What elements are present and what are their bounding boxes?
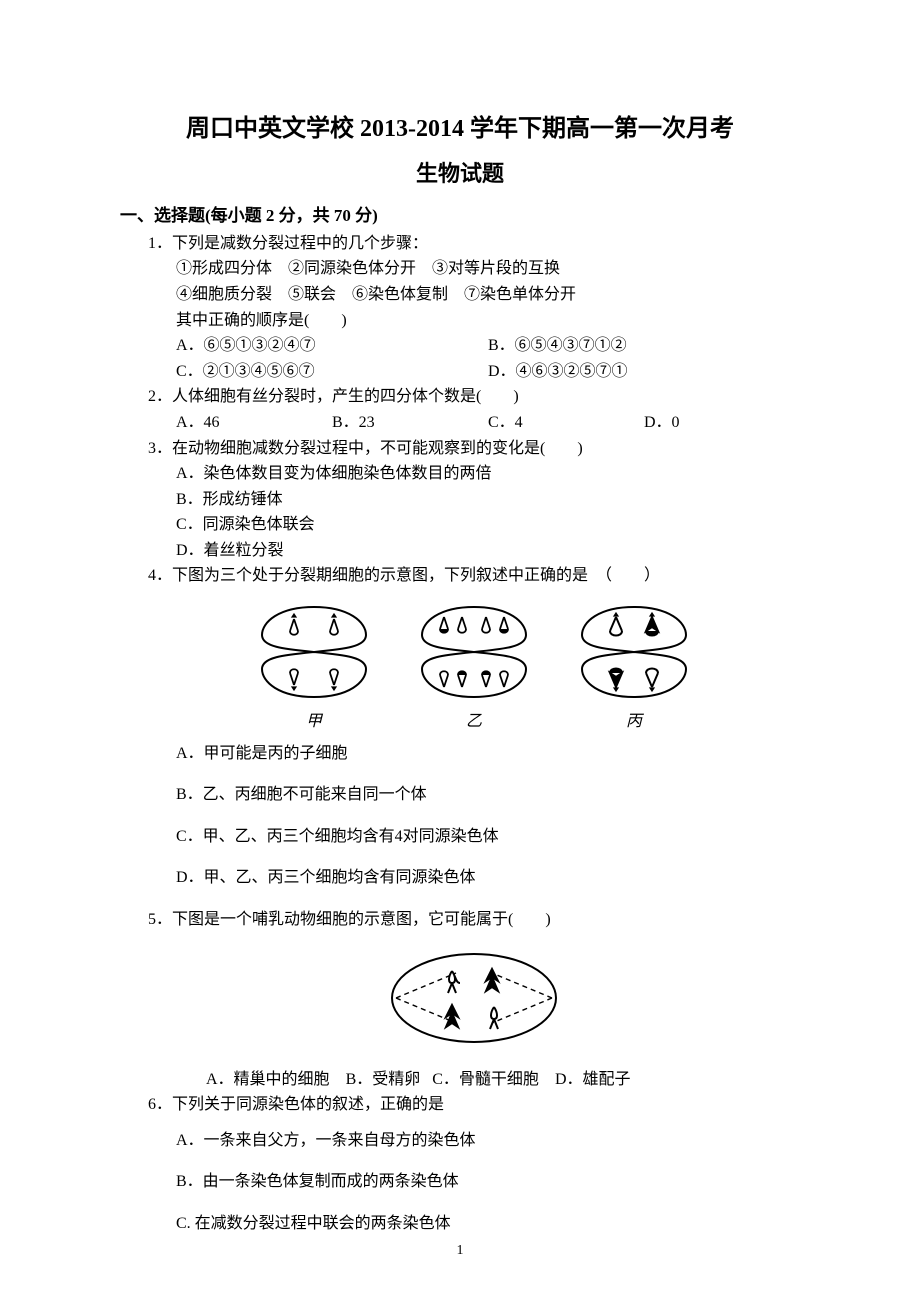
q3-option-a: A．染色体数目变为体细胞染色体数目的两倍 (176, 461, 800, 487)
q3-option-d: D．着丝粒分裂 (176, 538, 800, 564)
cell-icon (574, 597, 694, 707)
q4-cell-jia: 甲 (254, 597, 374, 735)
q4-option-d: D．甲、乙、丙三个细胞均含有同源染色体 (176, 865, 800, 891)
q4-diagram-row: 甲 (148, 597, 800, 735)
q6-option-c: C. 在减数分裂过程中联会的两条染色体 (176, 1211, 800, 1237)
q4-label-bing: 丙 (574, 709, 694, 735)
q4-stem: 4．下图为三个处于分裂期细胞的示意图，下列叙述中正确的是 （ ） (148, 563, 800, 589)
q4-cell-yi: 乙 (414, 597, 534, 735)
q2-stem: 2．人体细胞有丝分裂时，产生的四分体个数是( ) (148, 384, 800, 410)
q4-label-jia: 甲 (254, 709, 374, 735)
q5-options: A．精巢中的细胞 B．受精卵 C．骨髓干细胞 D．雄配子 (206, 1067, 800, 1093)
q1-stem: 1．下列是减数分裂过程中的几个步骤： (148, 231, 800, 257)
q1-option-a: A．⑥⑤①③②④⑦ (176, 333, 488, 359)
q3-stem: 3．在动物细胞减数分裂过程中，不可能观察到的变化是( ) (148, 436, 800, 462)
q6-option-b: B．由一条染色体复制而成的两条染色体 (176, 1169, 800, 1195)
exam-page: 周口中英文学校 2013-2014 学年下期高一第一次月考 生物试题 一、选择题… (0, 0, 920, 1302)
q4-label-yi: 乙 (414, 709, 534, 735)
q1-option-c: C．②①③④⑤⑥⑦ (176, 359, 488, 385)
q2-option-c: C．4 (488, 410, 644, 436)
cell-icon (384, 943, 564, 1053)
question-4: 4．下图为三个处于分裂期细胞的示意图，下列叙述中正确的是 （ ） (148, 563, 800, 891)
q1-items-line2: ④细胞质分裂 ⑤联会 ⑥染色体复制 ⑦染色单体分开 (176, 282, 800, 308)
q4-option-c: C．甲、乙、丙三个细胞均含有4对同源染色体 (176, 824, 800, 850)
q1-ask: 其中正确的顺序是( ) (176, 308, 800, 334)
q5-option-d: D．雄配子 (555, 1071, 631, 1088)
section-heading: 一、选择题(每小题 2 分，共 70 分) (120, 202, 800, 229)
q1-option-d: D．④⑥③②⑤⑦① (488, 359, 800, 385)
q4-option-a: A．甲可能是丙的子细胞 (176, 741, 800, 767)
q6-option-a: A．一条来自父方，一条来自母方的染色体 (176, 1128, 800, 1154)
question-2: 2．人体细胞有丝分裂时，产生的四分体个数是( ) A．46 B．23 C．4 D… (148, 384, 800, 435)
q5-stem: 5．下图是一个哺乳动物细胞的示意图，它可能属于( ) (148, 907, 800, 933)
q3-option-b: B．形成纺锤体 (176, 487, 800, 513)
question-3: 3．在动物细胞减数分裂过程中，不可能观察到的变化是( ) A．染色体数目变为体细… (148, 436, 800, 564)
exam-title: 周口中英文学校 2013-2014 学年下期高一第一次月考 (120, 110, 800, 148)
q4-cell-bing: 丙 (574, 597, 694, 735)
q2-option-a: A．46 (176, 410, 332, 436)
question-5: 5．下图是一个哺乳动物细胞的示意图，它可能属于( ) (148, 907, 800, 1092)
question-1: 1．下列是减数分裂过程中的几个步骤： ①形成四分体 ②同源染色体分开 ③对等片段… (148, 231, 800, 385)
q5-option-a: A．精巢中的细胞 (206, 1071, 330, 1088)
cell-icon (414, 597, 534, 707)
q2-option-d: D．0 (644, 410, 800, 436)
q6-stem: 6．下列关于同源染色体的叙述，正确的是 (148, 1092, 800, 1118)
cell-icon (254, 597, 374, 707)
q5-diagram (148, 943, 800, 1053)
page-number: 1 (0, 1240, 920, 1262)
exam-subtitle: 生物试题 (120, 156, 800, 191)
q4-option-b: B．乙、丙细胞不可能来自同一个体 (176, 782, 800, 808)
q3-option-c: C．同源染色体联会 (176, 512, 800, 538)
q1-option-b: B．⑥⑤④③⑦①② (488, 333, 800, 359)
q1-items-line1: ①形成四分体 ②同源染色体分开 ③对等片段的互换 (176, 256, 800, 282)
q5-option-b: B．受精卵 (346, 1071, 421, 1088)
q5-option-c: C．骨髓干细胞 (432, 1071, 539, 1088)
q2-option-b: B．23 (332, 410, 488, 436)
question-6: 6．下列关于同源染色体的叙述，正确的是 A．一条来自父方，一条来自母方的染色体 … (148, 1092, 800, 1236)
